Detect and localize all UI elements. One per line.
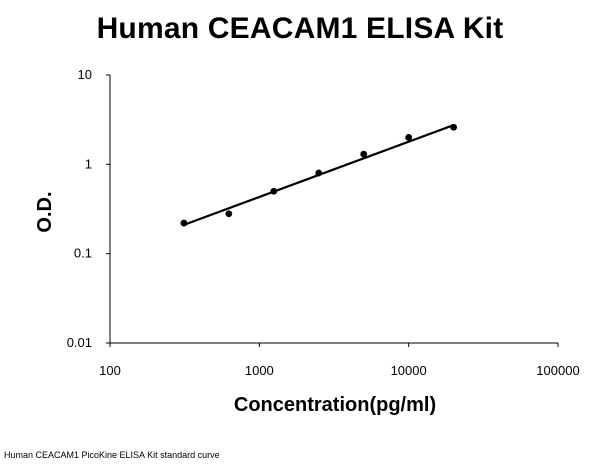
y-tick-label: 10 <box>78 67 92 82</box>
chart-title: Human CEACAM1 ELISA Kit <box>96 12 504 45</box>
data-point <box>405 134 413 141</box>
axis-ticks: 10 1 0.1 0.01 100 1000 10000 100000 <box>67 67 580 378</box>
y-tick-label: 0.01 <box>67 335 92 350</box>
data-point <box>450 123 458 131</box>
data-point <box>180 219 188 227</box>
x-tick-label: 100000 <box>536 363 579 378</box>
x-tick-label: 1000 <box>245 363 274 378</box>
data-point <box>360 150 368 158</box>
y-tick-label: 1 <box>85 156 92 171</box>
x-tick-label: 10000 <box>391 363 427 378</box>
data-point <box>315 169 323 177</box>
x-tick-label: 100 <box>99 363 121 378</box>
y-tick-label: 0.1 <box>74 246 92 261</box>
x-axis-label: Concentration(pg/ml) <box>233 394 437 416</box>
data-point <box>270 187 278 195</box>
y-axis-label: O.D. <box>34 191 56 233</box>
axes <box>109 75 558 344</box>
data-points <box>180 123 458 227</box>
data-point <box>225 210 233 218</box>
figure-caption: Human CEACAM1 PicoKine ELISA Kit standar… <box>4 450 220 460</box>
